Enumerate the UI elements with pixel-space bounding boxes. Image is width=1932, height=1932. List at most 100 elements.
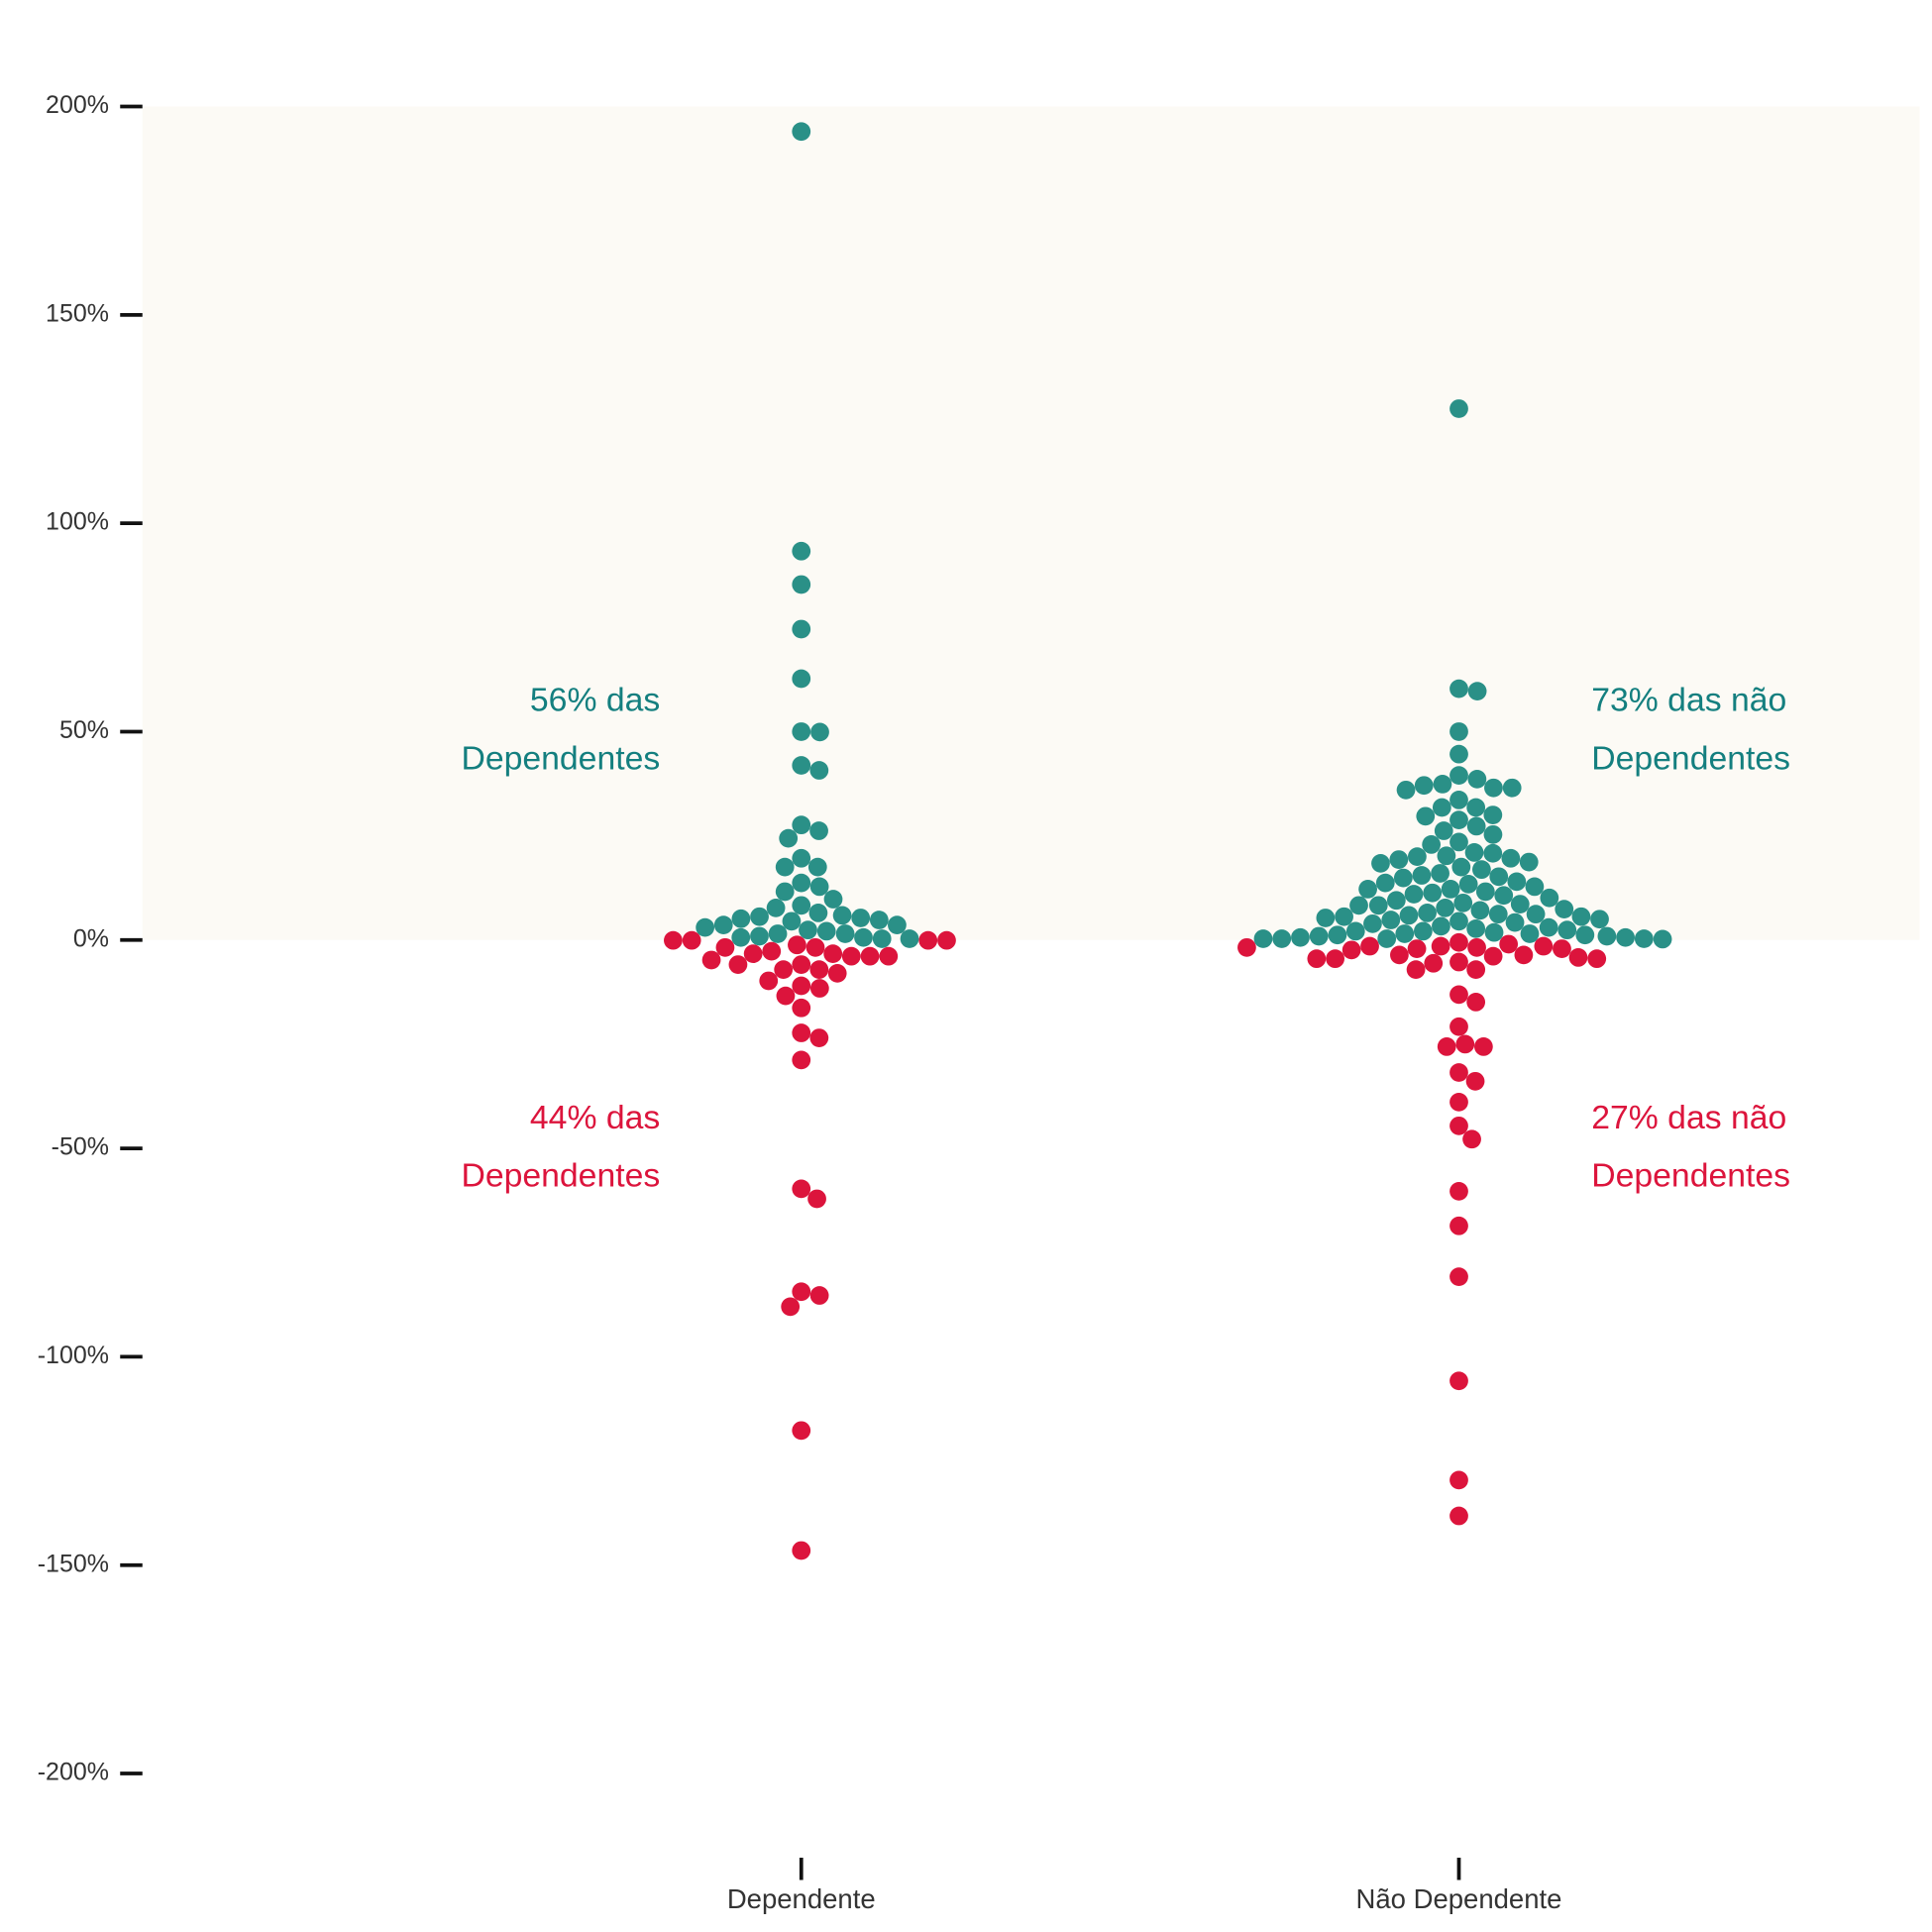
point bbox=[1449, 1182, 1468, 1201]
point bbox=[750, 926, 769, 946]
point bbox=[1505, 912, 1525, 932]
point bbox=[1525, 877, 1545, 897]
point bbox=[728, 955, 748, 974]
point bbox=[1307, 949, 1327, 969]
point bbox=[1467, 770, 1487, 789]
point bbox=[854, 927, 873, 947]
point bbox=[1502, 778, 1522, 798]
y-tick-label: 200% bbox=[46, 91, 109, 119]
annotation: Dependentes bbox=[461, 739, 660, 777]
point bbox=[1449, 1216, 1468, 1235]
point bbox=[792, 896, 811, 915]
point bbox=[809, 761, 829, 780]
point bbox=[1360, 936, 1379, 956]
point bbox=[781, 1297, 801, 1317]
point bbox=[1455, 1034, 1475, 1054]
point bbox=[1494, 886, 1514, 906]
y-tick-label: -100% bbox=[38, 1342, 109, 1369]
point bbox=[715, 937, 735, 957]
point bbox=[1431, 864, 1449, 883]
point bbox=[1393, 868, 1413, 888]
point bbox=[1381, 911, 1401, 929]
point bbox=[1449, 1017, 1468, 1036]
point bbox=[1396, 780, 1416, 800]
point bbox=[1520, 924, 1540, 943]
point bbox=[823, 944, 843, 964]
point bbox=[792, 1282, 811, 1302]
point bbox=[1488, 905, 1508, 924]
point bbox=[1358, 880, 1377, 899]
point bbox=[851, 909, 871, 927]
point bbox=[1407, 939, 1427, 958]
point bbox=[792, 122, 811, 142]
point bbox=[792, 1023, 811, 1042]
point bbox=[1342, 940, 1361, 960]
point bbox=[809, 960, 829, 979]
point bbox=[807, 1189, 826, 1209]
point bbox=[1489, 867, 1509, 887]
point bbox=[682, 930, 701, 950]
point bbox=[799, 920, 817, 940]
point bbox=[807, 857, 827, 877]
point bbox=[1451, 857, 1471, 877]
point bbox=[1616, 927, 1635, 947]
annotation: 27% das não bbox=[1591, 1099, 1786, 1136]
point bbox=[832, 906, 852, 925]
y-tick-label: 150% bbox=[46, 299, 109, 327]
point bbox=[1449, 679, 1468, 698]
point bbox=[1449, 1470, 1468, 1490]
point bbox=[743, 944, 763, 964]
point bbox=[1484, 922, 1504, 942]
annotation: Dependentes bbox=[1591, 739, 1790, 777]
point bbox=[1449, 766, 1468, 785]
point bbox=[809, 821, 828, 840]
point bbox=[1272, 929, 1292, 948]
point bbox=[1449, 1116, 1468, 1135]
point bbox=[841, 946, 861, 966]
point bbox=[1449, 810, 1468, 829]
point bbox=[776, 986, 796, 1006]
point bbox=[1483, 805, 1503, 824]
point bbox=[782, 912, 802, 931]
point bbox=[1449, 912, 1468, 931]
point bbox=[1467, 682, 1487, 701]
point bbox=[792, 541, 811, 561]
point bbox=[1597, 926, 1617, 946]
point bbox=[1557, 920, 1577, 940]
point bbox=[1464, 843, 1484, 862]
point bbox=[1449, 1092, 1468, 1112]
point bbox=[1424, 953, 1444, 973]
point bbox=[1507, 872, 1527, 892]
annotation: 73% das não bbox=[1591, 682, 1786, 719]
point bbox=[1466, 816, 1486, 836]
point bbox=[1437, 1037, 1456, 1056]
annotation: Dependentes bbox=[461, 1157, 660, 1195]
point bbox=[1466, 798, 1486, 817]
y-tick-label: -200% bbox=[38, 1759, 109, 1786]
point bbox=[713, 915, 733, 934]
point bbox=[1406, 960, 1426, 979]
annotation: 56% das bbox=[530, 682, 660, 719]
point bbox=[809, 877, 829, 897]
point bbox=[792, 1179, 811, 1199]
point bbox=[1414, 776, 1434, 796]
point bbox=[1449, 399, 1468, 418]
point bbox=[792, 815, 811, 835]
point bbox=[1363, 913, 1382, 933]
point bbox=[1335, 907, 1353, 926]
point bbox=[1514, 945, 1534, 965]
point bbox=[1510, 895, 1530, 913]
point bbox=[810, 722, 829, 742]
point bbox=[792, 848, 811, 868]
point bbox=[788, 935, 806, 955]
point bbox=[792, 976, 811, 996]
point bbox=[1253, 929, 1273, 948]
point bbox=[750, 907, 769, 926]
point bbox=[1568, 948, 1588, 967]
point bbox=[1237, 937, 1256, 957]
point bbox=[1309, 926, 1329, 946]
point bbox=[1466, 960, 1486, 979]
point bbox=[792, 998, 811, 1018]
point bbox=[792, 1421, 811, 1441]
